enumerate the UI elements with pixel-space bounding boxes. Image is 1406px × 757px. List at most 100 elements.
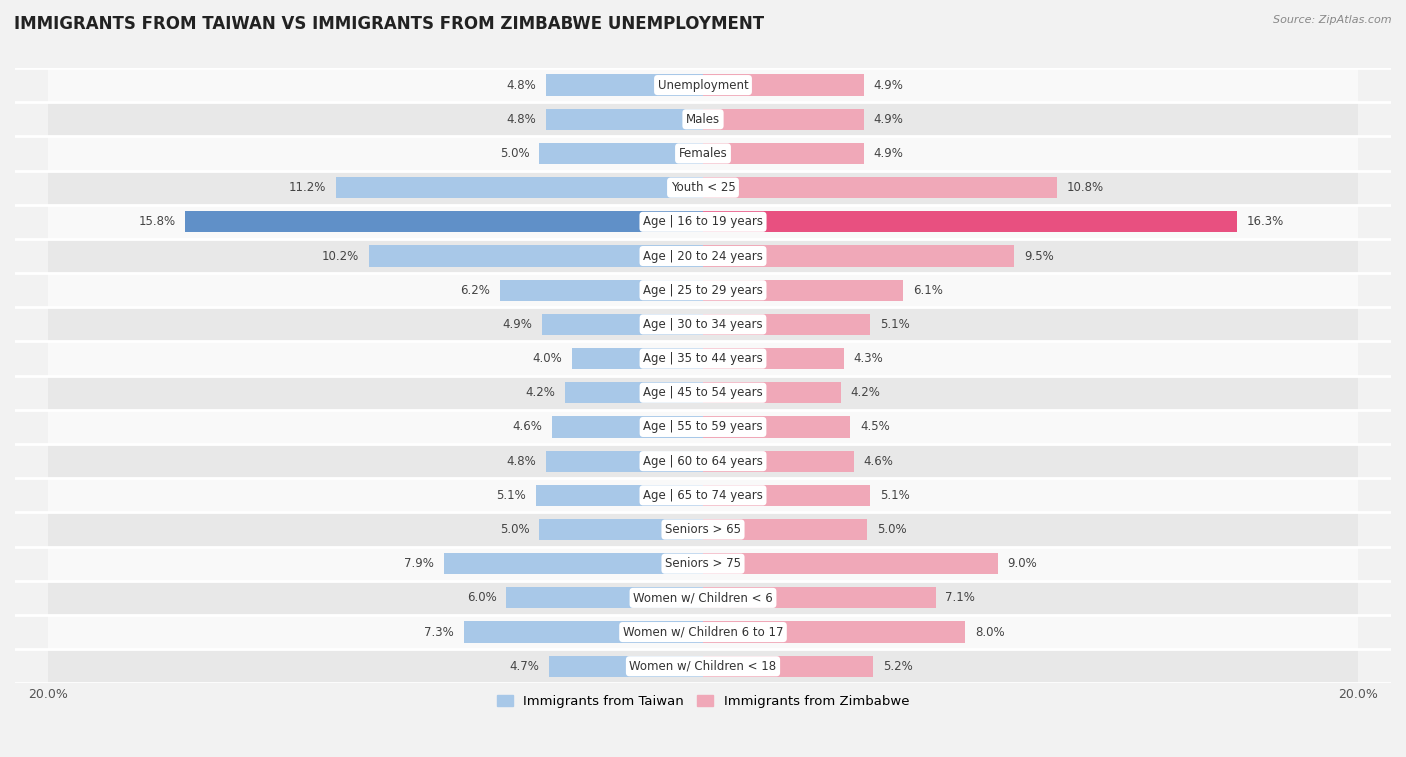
Text: 4.9%: 4.9% — [503, 318, 533, 331]
Bar — [703, 587, 935, 609]
Text: Age | 25 to 29 years: Age | 25 to 29 years — [643, 284, 763, 297]
Text: 4.8%: 4.8% — [506, 113, 536, 126]
Bar — [48, 478, 1358, 512]
Text: 15.8%: 15.8% — [138, 215, 176, 229]
Bar — [48, 581, 1358, 615]
Text: Youth < 25: Youth < 25 — [671, 181, 735, 194]
Bar — [703, 177, 1057, 198]
Bar — [368, 245, 703, 266]
Bar — [548, 656, 703, 677]
Text: Age | 30 to 34 years: Age | 30 to 34 years — [643, 318, 763, 331]
Text: 5.1%: 5.1% — [880, 489, 910, 502]
Bar — [538, 143, 703, 164]
Bar — [48, 239, 1358, 273]
Bar — [546, 74, 703, 95]
Text: 9.5%: 9.5% — [1024, 250, 1054, 263]
Bar — [703, 211, 1237, 232]
Bar — [553, 416, 703, 438]
Text: 5.1%: 5.1% — [496, 489, 526, 502]
Bar — [506, 587, 703, 609]
Text: Age | 65 to 74 years: Age | 65 to 74 years — [643, 489, 763, 502]
Text: Source: ZipAtlas.com: Source: ZipAtlas.com — [1274, 15, 1392, 25]
Bar — [703, 656, 873, 677]
Text: 16.3%: 16.3% — [1247, 215, 1284, 229]
Text: 4.2%: 4.2% — [851, 386, 880, 399]
Text: 4.6%: 4.6% — [513, 420, 543, 434]
Text: Women w/ Children 6 to 17: Women w/ Children 6 to 17 — [623, 625, 783, 639]
Text: 4.0%: 4.0% — [533, 352, 562, 365]
Text: 5.0%: 5.0% — [499, 523, 530, 536]
Bar — [48, 615, 1358, 650]
Bar — [703, 245, 1014, 266]
Text: 7.3%: 7.3% — [425, 625, 454, 639]
Bar — [543, 314, 703, 335]
Text: 5.0%: 5.0% — [876, 523, 907, 536]
Text: 5.1%: 5.1% — [880, 318, 910, 331]
Text: 5.0%: 5.0% — [499, 147, 530, 160]
Bar — [703, 109, 863, 130]
Text: 7.9%: 7.9% — [405, 557, 434, 570]
Bar — [48, 68, 1358, 102]
Text: 10.8%: 10.8% — [1067, 181, 1104, 194]
Bar — [501, 279, 703, 301]
Bar — [703, 484, 870, 506]
Text: Females: Females — [679, 147, 727, 160]
Text: 4.8%: 4.8% — [506, 455, 536, 468]
Bar — [48, 136, 1358, 170]
Text: 4.9%: 4.9% — [873, 113, 903, 126]
Bar — [703, 382, 841, 403]
Bar — [48, 410, 1358, 444]
Text: 4.3%: 4.3% — [853, 352, 883, 365]
Bar — [186, 211, 703, 232]
Bar — [703, 314, 870, 335]
Bar — [48, 512, 1358, 547]
Text: 6.1%: 6.1% — [912, 284, 942, 297]
Bar — [703, 74, 863, 95]
Bar — [546, 109, 703, 130]
Text: Women w/ Children < 18: Women w/ Children < 18 — [630, 660, 776, 673]
Bar — [48, 375, 1358, 410]
Bar — [464, 621, 703, 643]
Text: Unemployment: Unemployment — [658, 79, 748, 92]
Bar — [546, 450, 703, 472]
Text: Seniors > 65: Seniors > 65 — [665, 523, 741, 536]
Text: 4.8%: 4.8% — [506, 79, 536, 92]
Bar — [703, 416, 851, 438]
Bar — [48, 273, 1358, 307]
Text: Age | 20 to 24 years: Age | 20 to 24 years — [643, 250, 763, 263]
Text: 4.9%: 4.9% — [873, 79, 903, 92]
Text: Males: Males — [686, 113, 720, 126]
Bar — [536, 484, 703, 506]
Text: Women w/ Children < 6: Women w/ Children < 6 — [633, 591, 773, 604]
Bar — [703, 450, 853, 472]
Bar — [444, 553, 703, 575]
Text: Age | 16 to 19 years: Age | 16 to 19 years — [643, 215, 763, 229]
Bar — [48, 444, 1358, 478]
Bar — [48, 650, 1358, 684]
Text: Seniors > 75: Seniors > 75 — [665, 557, 741, 570]
Text: Age | 35 to 44 years: Age | 35 to 44 years — [643, 352, 763, 365]
Text: 4.6%: 4.6% — [863, 455, 893, 468]
Text: 4.7%: 4.7% — [509, 660, 538, 673]
Bar — [703, 279, 903, 301]
Bar — [48, 102, 1358, 136]
Text: 4.5%: 4.5% — [860, 420, 890, 434]
Bar — [48, 307, 1358, 341]
Text: 6.0%: 6.0% — [467, 591, 496, 604]
Bar — [565, 382, 703, 403]
Text: 11.2%: 11.2% — [288, 181, 326, 194]
Legend: Immigrants from Taiwan, Immigrants from Zimbabwe: Immigrants from Taiwan, Immigrants from … — [492, 690, 914, 714]
Text: Age | 45 to 54 years: Age | 45 to 54 years — [643, 386, 763, 399]
Text: 5.2%: 5.2% — [883, 660, 912, 673]
Bar — [48, 170, 1358, 204]
Bar — [703, 143, 863, 164]
Text: IMMIGRANTS FROM TAIWAN VS IMMIGRANTS FROM ZIMBABWE UNEMPLOYMENT: IMMIGRANTS FROM TAIWAN VS IMMIGRANTS FRO… — [14, 15, 765, 33]
Text: 4.2%: 4.2% — [526, 386, 555, 399]
Bar — [48, 204, 1358, 239]
Text: 8.0%: 8.0% — [974, 625, 1004, 639]
Bar — [336, 177, 703, 198]
Text: 9.0%: 9.0% — [1008, 557, 1038, 570]
Text: 6.2%: 6.2% — [460, 284, 491, 297]
Text: Age | 60 to 64 years: Age | 60 to 64 years — [643, 455, 763, 468]
Text: Age | 55 to 59 years: Age | 55 to 59 years — [643, 420, 763, 434]
